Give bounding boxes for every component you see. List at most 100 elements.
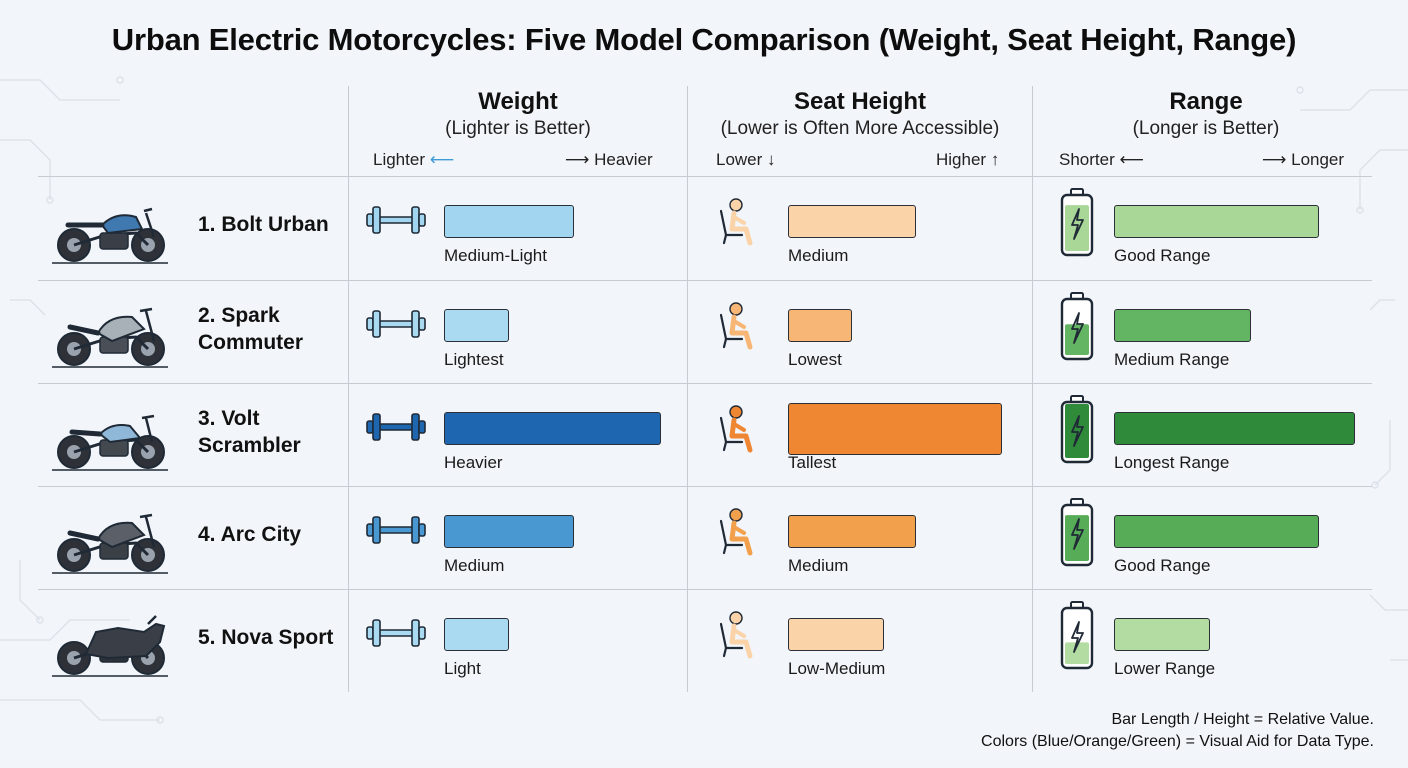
range-bar-label: Longest Range <box>1114 452 1230 472</box>
circuit-node <box>1356 206 1364 214</box>
model-name: 5. Nova Sport <box>198 625 334 649</box>
circuit-trace <box>0 699 160 721</box>
seat-high-direction: Higher ↑ <box>936 150 999 170</box>
seat-height-bar-label: Tallest <box>788 452 837 472</box>
range-header: Range (Longer is Better) <box>1033 88 1379 142</box>
circuit-trace <box>1300 89 1408 111</box>
seated-person-icon <box>716 301 764 356</box>
weight-bar-label: Light <box>444 658 481 678</box>
arrow-right-icon: ⟶ <box>1262 150 1287 169</box>
range-bar-label: Lower Range <box>1114 658 1216 678</box>
battery-icon <box>1058 600 1096 677</box>
range-bar <box>1114 514 1319 548</box>
circuit-trace <box>10 299 46 316</box>
range-bar <box>1114 411 1355 445</box>
range-bar-label: Good Range <box>1114 555 1211 575</box>
row-divider <box>38 280 1372 281</box>
range-bar-label: Medium Range <box>1114 349 1230 369</box>
seat-height-bar <box>788 402 1002 455</box>
dumbbell-icon <box>365 410 427 449</box>
circuit-node <box>156 716 164 724</box>
model-name: 3. Volt Scrambler <box>198 406 301 457</box>
motorcycle-icon <box>48 189 172 274</box>
range-bar-label: Good Range <box>1114 245 1211 265</box>
motorcycle-icon <box>48 396 172 481</box>
row-divider <box>38 486 1372 487</box>
circuit-trace <box>1374 420 1391 486</box>
dumbbell-icon <box>365 513 427 552</box>
weight-bar <box>444 204 574 238</box>
arrow-left-icon: ⟵ <box>429 150 455 169</box>
legend-line-1: Bar Length / Height = Relative Value. <box>1111 711 1374 728</box>
circuit-node <box>46 196 54 204</box>
circuit-trace <box>19 560 41 621</box>
circuit-node <box>116 76 124 84</box>
weight-high-label: Heavier <box>594 150 653 169</box>
seat-low-direction: Lower ↓ <box>716 150 776 170</box>
weight-bar-label: Lightest <box>444 349 504 369</box>
row-divider <box>38 589 1372 590</box>
battery-icon <box>1058 394 1096 471</box>
model-name: 1. Bolt Urban <box>198 212 329 236</box>
weight-bar-label: Medium <box>444 555 505 575</box>
circuit-trace <box>0 619 130 641</box>
seat-high-label: Higher <box>936 150 987 169</box>
range-bar <box>1114 308 1251 342</box>
weight-high-direction: ⟶ Heavier <box>565 150 653 170</box>
weight-bar <box>444 617 509 651</box>
circuit-trace <box>0 79 120 101</box>
seated-person-icon <box>716 404 764 459</box>
weight-low-direction: Lighter ⟵ <box>373 150 454 170</box>
seat-height-bar-label: Lowest <box>788 349 842 369</box>
seat-height-bar <box>788 514 916 548</box>
seat-height-bar <box>788 204 916 238</box>
circuit-trace <box>0 139 51 200</box>
seated-person-icon <box>716 197 764 252</box>
seat-height-bar <box>788 308 852 342</box>
motorcycle-icon <box>48 293 172 378</box>
weight-bar <box>444 411 661 445</box>
model-name: 4. Arc City <box>198 522 302 546</box>
weight-low-label: Lighter <box>373 150 425 169</box>
range-low-label: Shorter <box>1059 150 1115 169</box>
column-divider <box>687 86 688 692</box>
dumbbell-icon <box>365 203 427 242</box>
range-bar <box>1114 617 1210 651</box>
range-subtitle: (Longer is Better) <box>1132 118 1280 139</box>
circuit-trace <box>1359 149 1408 210</box>
row-divider <box>38 176 1372 177</box>
weight-bar-label: Heavier <box>444 452 503 472</box>
weight-bar <box>444 308 509 342</box>
arrow-down-icon: ↓ <box>767 150 776 169</box>
range-title: Range <box>1169 88 1243 115</box>
row-divider <box>38 383 1372 384</box>
seat-height-title: Seat Height <box>793 88 927 115</box>
column-divider <box>348 86 349 692</box>
arrow-right-icon: ⟶ <box>565 150 590 169</box>
column-divider <box>1032 86 1033 692</box>
legend: Bar Length / Height = Relative Value. Co… <box>981 709 1374 753</box>
circuit-node <box>1371 481 1379 489</box>
battery-icon <box>1058 187 1096 264</box>
range-high-label: Longer <box>1291 150 1345 169</box>
seat-height-bar-label: Low-Medium <box>788 658 886 678</box>
circuit-trace <box>1369 594 1408 611</box>
motorcycle-icon <box>48 499 172 584</box>
legend-line-2: Colors (Blue/Orange/Green) = Visual Aid … <box>981 733 1374 750</box>
seated-person-icon <box>716 610 764 665</box>
circuit-node <box>1296 86 1304 94</box>
weight-title: Weight <box>478 88 558 115</box>
seat-height-header: Seat Height (Lower is Often More Accessi… <box>688 88 1032 142</box>
dumbbell-icon <box>365 616 427 655</box>
weight-subtitle: (Lighter is Better) <box>445 118 591 139</box>
chart-title: Urban Electric Motorcycles: Five Model C… <box>111 22 1297 57</box>
seat-height-bar <box>788 617 884 651</box>
seat-height-bar-label: Medium <box>788 555 849 575</box>
circuit-trace <box>1369 299 1395 311</box>
range-high-direction: ⟶ Longer <box>1262 150 1344 170</box>
range-bar <box>1114 204 1319 238</box>
seat-height-subtitle: (Lower is Often More Accessible) <box>720 118 1000 139</box>
arrow-up-icon: ↑ <box>990 150 1000 169</box>
dumbbell-icon <box>365 307 427 346</box>
motorcycle-icon <box>48 602 172 687</box>
